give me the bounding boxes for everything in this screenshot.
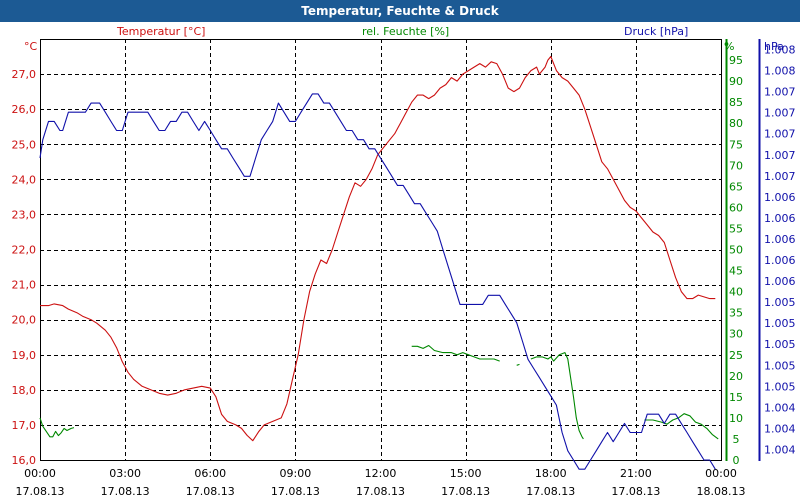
humidity-series-label: rel. Feuchte [%] bbox=[362, 25, 449, 38]
humidity-tick-label: 95 bbox=[729, 54, 743, 67]
x-tick-date: 17.08.13 bbox=[271, 485, 320, 498]
humidity-tick-label: 75 bbox=[729, 138, 743, 151]
temperature-tick-label: 19,0 bbox=[12, 349, 37, 362]
temperature-tick-label: 27,0 bbox=[12, 68, 37, 81]
humidity-tick-label: 40 bbox=[729, 286, 743, 299]
pressure-tick-label: 1.004 bbox=[764, 443, 796, 456]
plot-frame bbox=[40, 39, 722, 461]
pressure-tick-label: 1.007 bbox=[764, 170, 796, 183]
grid-lines bbox=[40, 39, 721, 460]
x-tick-time: 03:00 bbox=[109, 467, 141, 480]
temperature-tick-label: 18,0 bbox=[12, 384, 37, 397]
x-axis-tick-labels: 00:00 17.08.13 03:00 17.08.13 06:00 17.08.13 0… bbox=[16, 467, 746, 498]
temperature-tick-label: 24,0 bbox=[12, 173, 37, 186]
pressure-tick-label: 1.008 bbox=[764, 65, 796, 78]
pressure-tick-label: 1.006 bbox=[764, 233, 796, 246]
pressure-series-line bbox=[39, 93, 716, 470]
chart-title: Temperatur, Feuchte & Druck bbox=[0, 0, 800, 22]
pressure-tick-label: 1.006 bbox=[764, 254, 796, 267]
temperature-tick-label: 17,0 bbox=[12, 419, 37, 432]
humidity-tick-label: 20 bbox=[729, 370, 743, 383]
pressure-tick-label: 1.006 bbox=[764, 191, 796, 204]
pressure-tick-label: 1.005 bbox=[764, 296, 796, 309]
temperature-tick-label: 20,0 bbox=[12, 314, 37, 327]
humidity-tick-label: 45 bbox=[729, 265, 743, 278]
pressure-tick-label: 1.005 bbox=[764, 317, 796, 330]
pressure-tick-label: 1.005 bbox=[764, 380, 796, 393]
humidity-tick-label: 15 bbox=[729, 391, 743, 404]
x-tick-time: 12:00 bbox=[365, 467, 397, 480]
temperature-series-label: Temperatur [°C] bbox=[116, 25, 205, 38]
x-tick-date: 17.08.13 bbox=[526, 485, 575, 498]
pressure-tick-label: 1.005 bbox=[764, 359, 796, 372]
humidity-series-line bbox=[516, 363, 520, 366]
humidity-tick-label: 65 bbox=[729, 180, 743, 193]
humidity-tick-label: 0 bbox=[733, 454, 740, 467]
chart-background bbox=[0, 22, 800, 500]
x-tick-time: 09:00 bbox=[280, 467, 312, 480]
x-tick-date: 17.08.13 bbox=[101, 485, 150, 498]
pressure-series-label: Druck [hPa] bbox=[624, 25, 688, 38]
humidity-tick-label: 90 bbox=[729, 75, 743, 88]
humidity-series-line bbox=[644, 413, 719, 440]
chart-area: Temperatur [°C] rel. Feuchte [%] Druck [… bbox=[0, 22, 800, 500]
pressure-tick-label: 1.006 bbox=[764, 275, 796, 288]
x-tick-date: 17.08.13 bbox=[356, 485, 405, 498]
temperature-tick-labels: 16,0 17,0 18,0 19,0 20,0 21,0 22,0 23,0 24,0 25,0… bbox=[12, 68, 37, 467]
x-tick-time: 18:00 bbox=[535, 467, 567, 480]
temperature-tick-label: 16,0 bbox=[12, 454, 37, 467]
humidity-tick-label: 70 bbox=[729, 159, 743, 172]
humidity-tick-label: 50 bbox=[729, 244, 743, 257]
temperature-unit-label: °C bbox=[24, 40, 38, 53]
humidity-tick-label: 25 bbox=[729, 349, 743, 362]
pressure-tick-label: 1.004 bbox=[764, 422, 796, 435]
pressure-tick-label: 1.006 bbox=[764, 212, 796, 225]
temperature-tick-label: 22,0 bbox=[12, 244, 37, 257]
x-tick-time: 00:00 bbox=[705, 467, 737, 480]
temperature-series-line bbox=[40, 55, 716, 442]
humidity-tick-label: 55 bbox=[729, 222, 743, 235]
x-tick-date: 18.08.13 bbox=[697, 485, 746, 498]
x-tick-date: 17.08.13 bbox=[16, 485, 65, 498]
temperature-tick-label: 21,0 bbox=[12, 279, 37, 292]
pressure-tick-label: 1.007 bbox=[764, 107, 796, 120]
humidity-tick-label: 5 bbox=[733, 433, 740, 446]
humidity-tick-label: 10 bbox=[729, 412, 743, 425]
pressure-tick-label: 1.008 bbox=[764, 44, 796, 57]
humidity-tick-label: 60 bbox=[729, 201, 743, 214]
x-tick-time: 06:00 bbox=[194, 467, 226, 480]
pressure-tick-label: 1.007 bbox=[764, 86, 796, 99]
x-tick-time: 21:00 bbox=[620, 467, 652, 480]
pressure-tick-label: 1.007 bbox=[764, 128, 796, 141]
pressure-unit-label: hPa bbox=[764, 40, 784, 53]
humidity-series-line bbox=[39, 417, 75, 438]
humidity-tick-label: 80 bbox=[729, 117, 743, 130]
x-tick-date: 17.08.13 bbox=[186, 485, 235, 498]
temperature-tick-label: 26,0 bbox=[12, 103, 37, 116]
humidity-unit-label: % bbox=[724, 40, 734, 53]
temperature-tick-label: 23,0 bbox=[12, 208, 37, 221]
pressure-tick-label: 1.005 bbox=[764, 338, 796, 351]
x-tick-time: 15:00 bbox=[450, 467, 482, 480]
pressure-tick-label: 1.004 bbox=[764, 401, 796, 414]
humidity-tick-label: 85 bbox=[729, 96, 743, 109]
pressure-tick-labels: 1.004 1.004 1.004 1.005 1.005 1.005 1.005 1.005… bbox=[764, 44, 796, 457]
humidity-series-line bbox=[530, 352, 584, 440]
humidity-series-line bbox=[411, 344, 500, 362]
humidity-tick-label: 35 bbox=[729, 307, 743, 320]
humidity-tick-labels: 0 5 10 15 20 25 30 35 40 45 50 55 60 65 70 75 80 85 90 95 bbox=[729, 54, 743, 467]
temperature-tick-label: 25,0 bbox=[12, 138, 37, 151]
pressure-tick-label: 1.007 bbox=[764, 149, 796, 162]
x-tick-date: 17.08.13 bbox=[441, 485, 490, 498]
x-tick-time: 00:00 bbox=[24, 467, 56, 480]
x-tick-date: 17.08.13 bbox=[611, 485, 660, 498]
data-series bbox=[39, 55, 719, 470]
humidity-tick-label: 30 bbox=[729, 328, 743, 341]
